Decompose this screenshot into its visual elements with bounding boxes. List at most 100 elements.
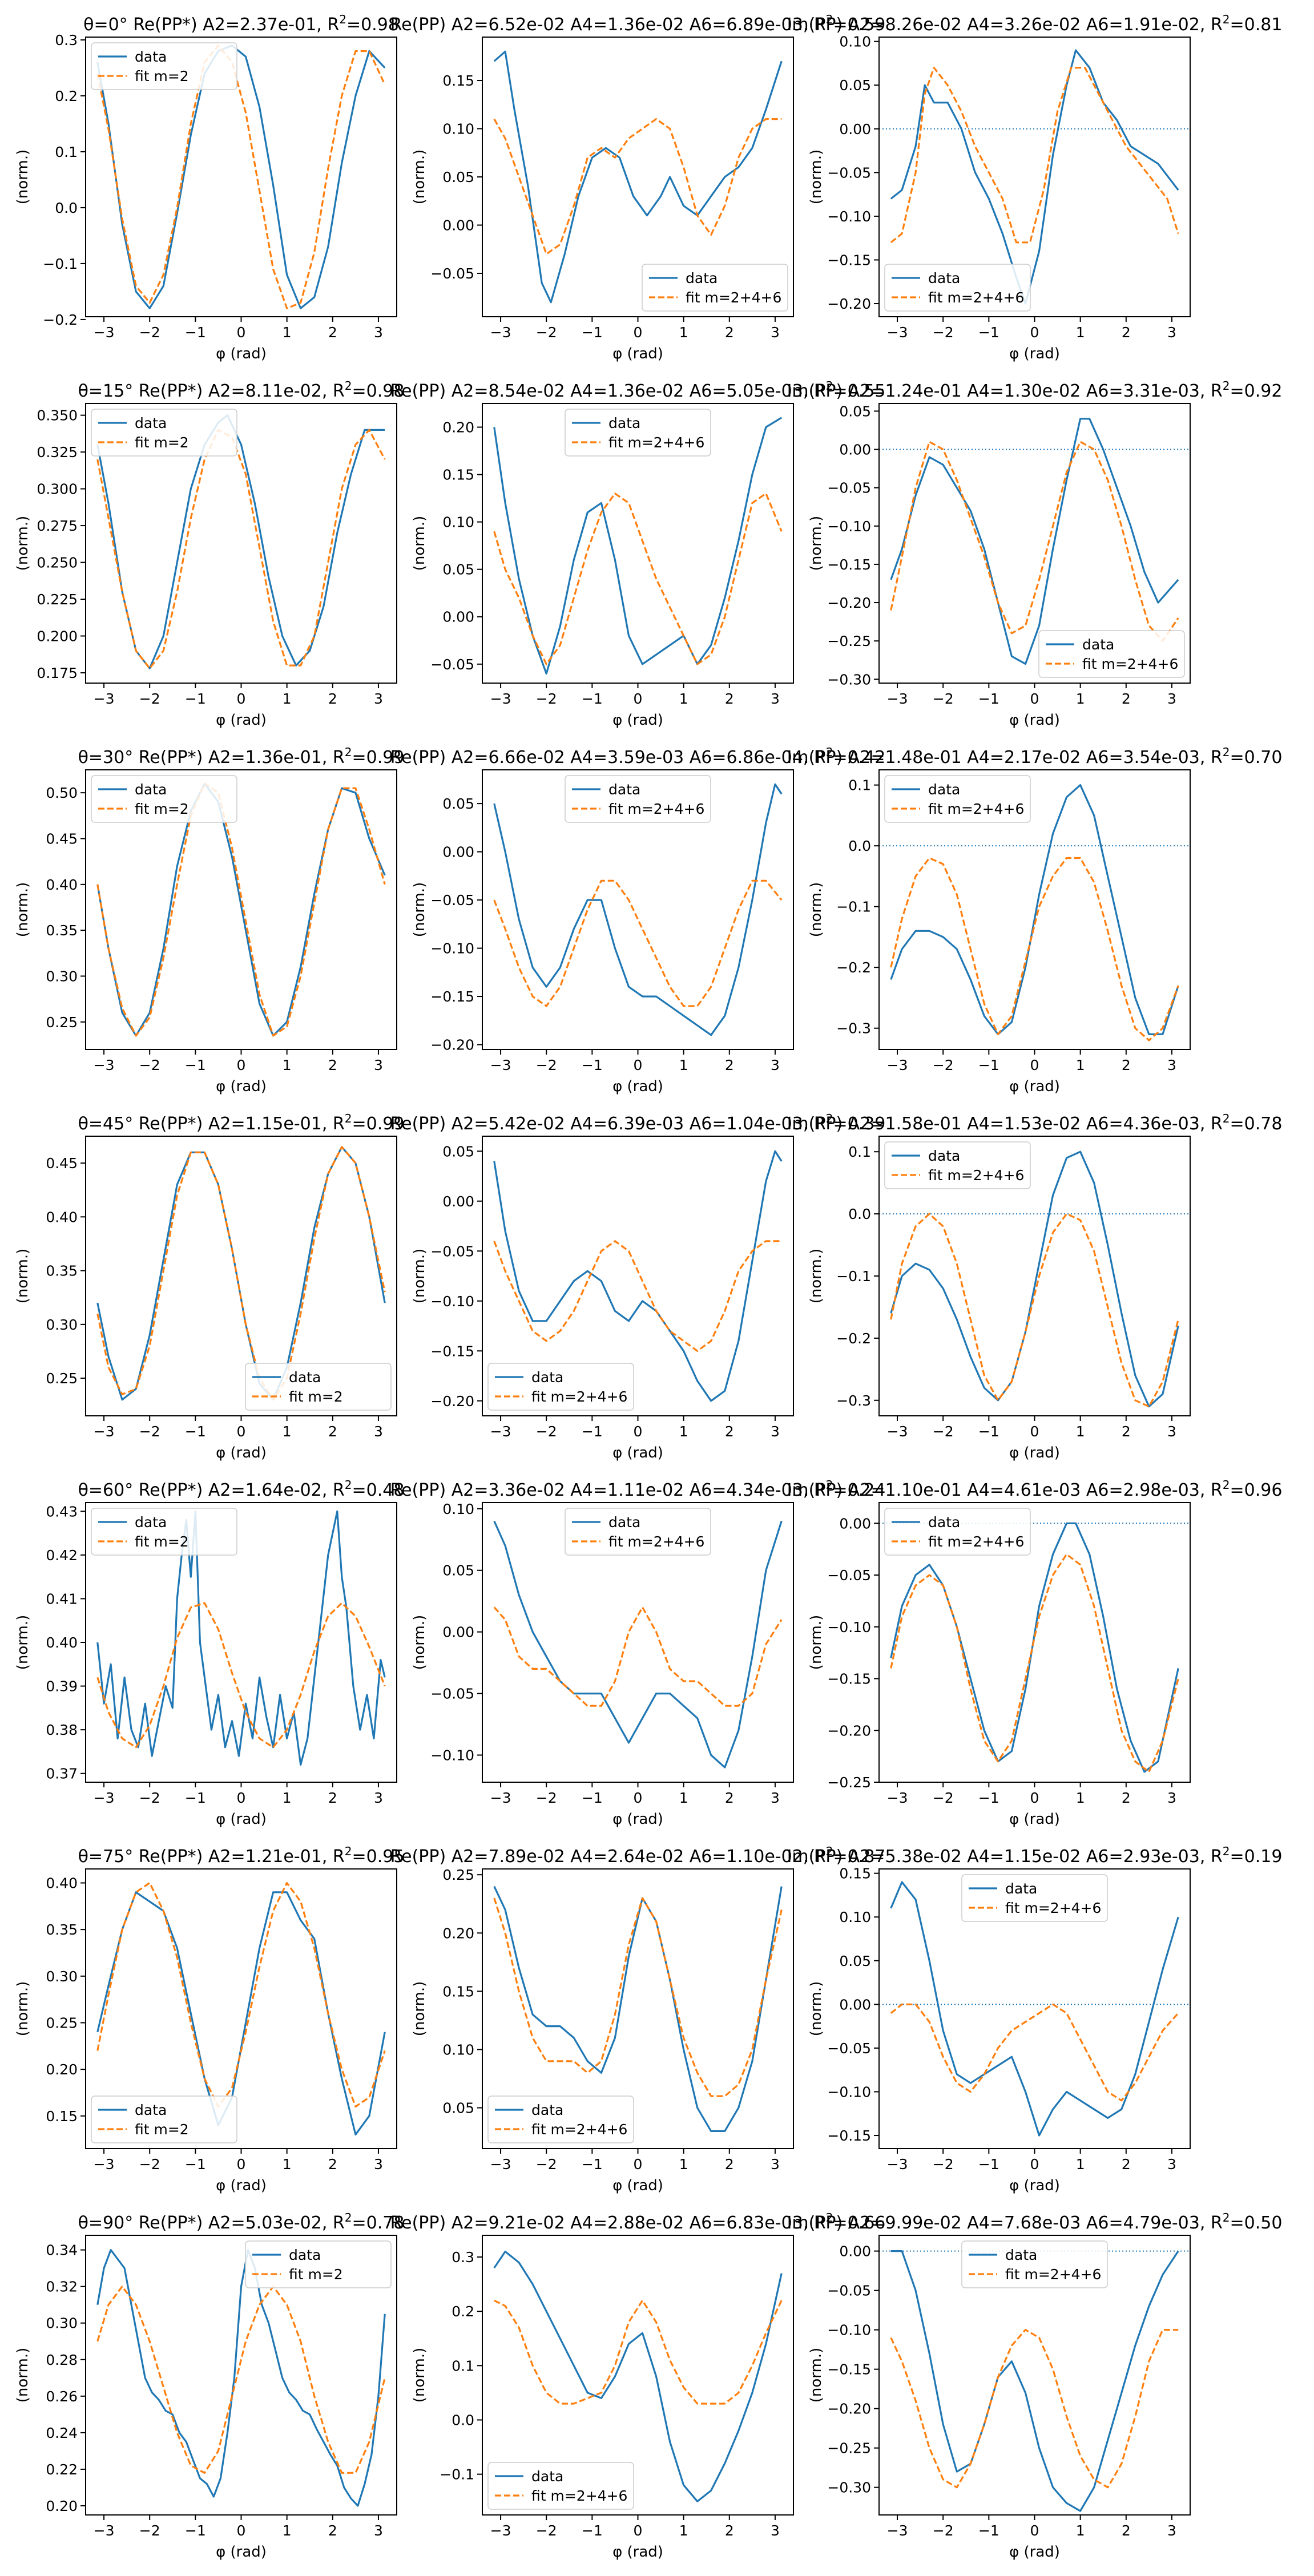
y-tick-label: 0.35: [46, 1921, 78, 1938]
x-tick-label: −2: [536, 691, 557, 707]
x-tick-label: 2: [725, 324, 734, 341]
legend: data fit m=2+4+6: [565, 775, 711, 823]
data-series-line: [890, 1522, 1179, 1773]
y-tick-label: −0.15: [430, 1343, 474, 1359]
legend-label: fit m=2+4+6: [531, 1388, 627, 1405]
x-tick-label: −1: [185, 1423, 206, 1440]
y-tick-label: 0.35: [46, 922, 78, 939]
y-tick-label: 0.20: [46, 2498, 78, 2514]
x-tick-label: 1: [1076, 691, 1085, 707]
x-tick-label: 0: [634, 1057, 643, 1073]
y-tick-label: 0.45: [46, 1155, 78, 1172]
x-tick-label: 2: [1122, 1057, 1131, 1073]
fit-series-line: [493, 1240, 782, 1352]
legend: data fit m=2: [245, 2240, 392, 2288]
x-tick-label: −1: [185, 691, 206, 707]
legend-label: data: [135, 415, 167, 431]
y-tick-label: −0.05: [430, 1243, 474, 1259]
x-tick-label: −2: [933, 1423, 954, 1440]
y-axis-label: (norm.): [808, 516, 825, 571]
x-tick-label: 3: [771, 2522, 780, 2539]
y-axis-label: (norm.): [411, 150, 428, 205]
legend-label: data: [608, 1514, 640, 1531]
y-axis-label: (norm.): [14, 2348, 31, 2403]
x-tick-label: −3: [887, 2522, 908, 2539]
y-axis-label: (norm.): [808, 1615, 825, 1670]
y-tick-label: 0.10: [442, 121, 474, 138]
x-tick-label: 1: [679, 1790, 688, 1806]
panel-title: θ=30° Re(PP*) A2=1.36e-01, R2=0.99: [78, 745, 405, 768]
y-axis-label: (norm.): [808, 150, 825, 205]
y-tick-label: −0.3: [836, 1392, 871, 1409]
legend-box: [884, 264, 1031, 312]
subplot-panel: θ=60° Re(PP*) A2=1.64e-02, R2=0.48 −3 −2 −1…: [14, 1478, 404, 1828]
x-tick-label: 1: [679, 324, 688, 341]
legend-label: fit m=2: [135, 2121, 189, 2138]
x-tick-label: −3: [94, 1790, 115, 1806]
y-tick-label: 0.00: [839, 442, 871, 458]
legend-box: [487, 2095, 634, 2143]
subplot-panel: Im(PP) A2=5.38e-02 A4=1.15e-02 A6=2.93e-…: [787, 1844, 1283, 2194]
x-tick-label: −1: [582, 324, 603, 341]
legend-label: fit m=2: [289, 2266, 343, 2283]
data-series-line: [96, 45, 386, 309]
legend-box: [91, 775, 237, 823]
x-tick-label: −2: [139, 1790, 160, 1806]
data-series-line: [890, 418, 1179, 665]
x-tick-label: 1: [283, 1423, 292, 1440]
x-tick-label: 2: [725, 1423, 734, 1440]
y-tick-label: 0.00: [442, 844, 474, 861]
legend-label: data: [1005, 1880, 1037, 1897]
legend-label: fit m=2+4+6: [928, 1167, 1024, 1184]
x-tick-label: −2: [536, 1423, 557, 1440]
fit-series-line: [890, 1213, 1179, 1408]
y-tick-label: 0.250: [37, 555, 78, 571]
x-axis-label: φ (rad): [1009, 712, 1060, 729]
fit-series-line: [96, 45, 386, 309]
x-tick-label: −3: [94, 691, 115, 707]
y-tick-label: 0.00: [839, 2243, 871, 2260]
y-tick-label: −0.1: [43, 256, 78, 272]
y-tick-label: 0.30: [46, 1968, 78, 1985]
x-tick-label: 0: [1030, 691, 1039, 707]
legend-label: data: [928, 1148, 960, 1164]
y-tick-label: 0.225: [37, 591, 78, 608]
y-tick-label: 0.1: [452, 2357, 474, 2374]
legend-label: data: [289, 1369, 321, 1386]
data-series-line: [493, 2250, 783, 2502]
fit-series-line: [890, 67, 1179, 244]
x-axis-label: φ (rad): [216, 1078, 267, 1095]
x-tick-label: −2: [536, 1057, 557, 1073]
x-tick-label: 0: [634, 691, 643, 707]
x-tick-label: 1: [1076, 2156, 1085, 2173]
y-tick-label: 0.32: [46, 2279, 78, 2295]
x-axis-label: φ (rad): [612, 1078, 663, 1095]
y-tick-label: −0.1: [836, 1268, 871, 1285]
x-tick-label: 0: [1030, 1790, 1039, 1806]
y-tick-label: −0.30: [827, 2480, 871, 2496]
legend: data fit m=2+4+6: [487, 2462, 634, 2510]
x-tick-label: 2: [328, 2522, 337, 2539]
y-tick-label: −0.05: [430, 656, 474, 673]
y-tick-label: −0.05: [430, 265, 474, 282]
x-tick-label: 1: [283, 1057, 292, 1073]
y-tick-label: 0.0: [848, 838, 871, 854]
x-tick-label: 1: [679, 2522, 688, 2539]
y-tick-label: 0.05: [442, 2100, 474, 2117]
x-tick-label: −2: [933, 1057, 954, 1073]
legend-label: data: [1082, 636, 1114, 653]
subplot-panel: Re(PP) A2=3.36e-02 A4=1.11e-02 A6=4.34e-…: [390, 1478, 886, 1828]
x-tick-label: 0: [1030, 1057, 1039, 1073]
y-tick-label: 0.37: [46, 1766, 78, 1782]
x-tick-label: −2: [933, 691, 954, 707]
x-tick-label: −2: [933, 1790, 954, 1806]
x-tick-label: −1: [185, 1057, 206, 1073]
panel-title: Re(PP) A2=6.66e-02 A4=3.59e-03 A6=6.86e-…: [390, 745, 886, 768]
legend-box: [91, 1508, 237, 1556]
subplot-panel: Re(PP) A2=5.42e-02 A4=6.39e-03 A6=1.04e-…: [390, 1112, 886, 1461]
fit-series-line: [96, 429, 386, 669]
y-tick-label: −0.20: [827, 2401, 871, 2417]
y-tick-label: 0.00: [442, 1624, 474, 1641]
panel-title: θ=15° Re(PP*) A2=8.11e-02, R2=0.98: [78, 379, 405, 401]
legend-label: fit m=2: [135, 434, 189, 451]
